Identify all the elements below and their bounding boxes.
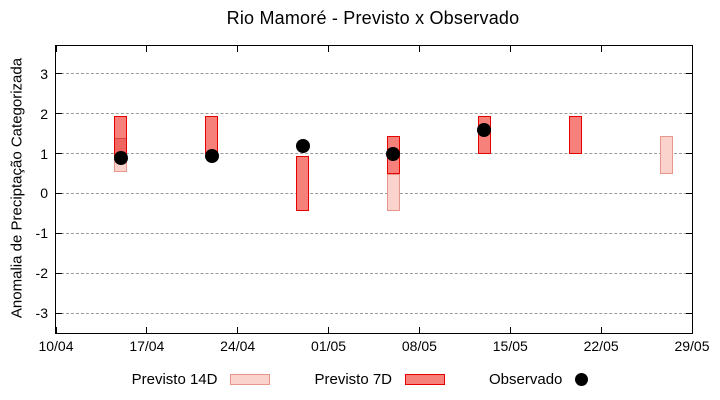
- observado-dot: [477, 122, 492, 137]
- x-tick-mark: [418, 46, 420, 52]
- legend: Previsto 14D Previsto 7D Observado: [0, 371, 720, 388]
- x-tick-mark: [146, 327, 148, 333]
- legend-item-observado: Observado: [489, 371, 589, 388]
- x-tick-mark: [600, 327, 602, 333]
- x-tick-mark: [237, 327, 239, 333]
- x-tick-mark: [237, 46, 239, 52]
- y-tick-label: 3: [40, 65, 48, 82]
- grid-line: [56, 192, 692, 194]
- legend-dot-observado-icon: [575, 373, 589, 386]
- y-tick-mark: [56, 192, 62, 194]
- legend-item-previsto-14d: Previsto 14D: [132, 371, 271, 388]
- y-tick-mark: [686, 312, 692, 314]
- grid-line: [56, 113, 692, 115]
- observado-dot: [295, 138, 310, 153]
- x-tick-mark: [691, 327, 693, 333]
- legend-label-previsto-7d: Previsto 7D: [314, 371, 393, 388]
- y-tick-mark: [56, 232, 62, 234]
- y-tick-label: -3: [35, 305, 48, 322]
- x-tick-mark: [146, 46, 148, 52]
- x-tick-mark: [55, 46, 57, 52]
- y-tick-label: 1: [40, 145, 48, 162]
- range-bar-previsto-14d: [659, 135, 673, 174]
- y-tick-mark: [56, 73, 62, 75]
- y-tick-mark: [686, 153, 692, 155]
- x-tick-label: 01/05: [311, 338, 347, 354]
- legend-swatch-14d: [230, 374, 271, 385]
- y-tick-label: 2: [40, 105, 48, 122]
- x-tick-mark: [328, 46, 330, 52]
- y-tick-mark: [686, 232, 692, 234]
- x-tick-mark: [328, 327, 330, 333]
- grid-line: [56, 312, 692, 314]
- y-tick-mark: [56, 113, 62, 115]
- y-tick-label: -2: [35, 265, 48, 282]
- y-tick-label: 0: [40, 185, 48, 202]
- range-bar-previsto-7d: [296, 155, 310, 212]
- chart-title: Rio Mamoré - Previsto x Observado: [226, 8, 520, 28]
- x-tick-mark: [509, 327, 511, 333]
- range-bar-previsto-14d: [386, 173, 400, 212]
- legend-item-previsto-7d: Previsto 7D: [314, 371, 446, 388]
- grid-line: [56, 232, 692, 234]
- legend-swatch-7d: [405, 374, 446, 385]
- observado-dot: [113, 150, 128, 165]
- grid-line: [56, 272, 692, 274]
- y-tick-mark: [686, 272, 692, 274]
- y-tick-mark: [56, 312, 62, 314]
- x-tick-label: 15/05: [492, 338, 528, 354]
- observado-dot: [386, 146, 401, 161]
- observado-dot: [204, 148, 219, 163]
- y-tick-mark: [686, 192, 692, 194]
- range-bar-overlap: [115, 137, 127, 158]
- range-bar-previsto-7d: [205, 115, 219, 154]
- x-tick-mark: [418, 327, 420, 333]
- y-tick-label: -1: [35, 225, 48, 242]
- range-bar-previsto-7d: [568, 115, 582, 154]
- x-tick-label: 17/04: [129, 338, 165, 354]
- legend-label-previsto-14d: Previsto 14D: [131, 371, 218, 388]
- grid-line: [56, 153, 692, 155]
- plot-area: -3 -2 -1 0 1 2 3 10/04 17/04 24/04 01/05 08/05 15/05…: [36, 45, 710, 354]
- x-tick-label: 10/04: [38, 338, 74, 354]
- legend-label-observado: Observado: [489, 371, 563, 388]
- y-tick-mark: [56, 272, 62, 274]
- grid-line: [56, 73, 692, 75]
- x-tick-mark: [600, 46, 602, 52]
- x-tick-label: 24/04: [220, 338, 256, 354]
- x-tick-label: 29/05: [674, 338, 710, 354]
- x-tick-label: 08/05: [401, 338, 437, 354]
- y-tick-mark: [686, 73, 692, 75]
- x-tick-mark: [55, 327, 57, 333]
- x-tick-mark: [509, 46, 511, 52]
- y-tick-mark: [56, 153, 62, 155]
- x-tick-label: 22/05: [583, 338, 619, 354]
- y-tick-mark: [686, 113, 692, 115]
- x-tick-mark: [691, 46, 693, 52]
